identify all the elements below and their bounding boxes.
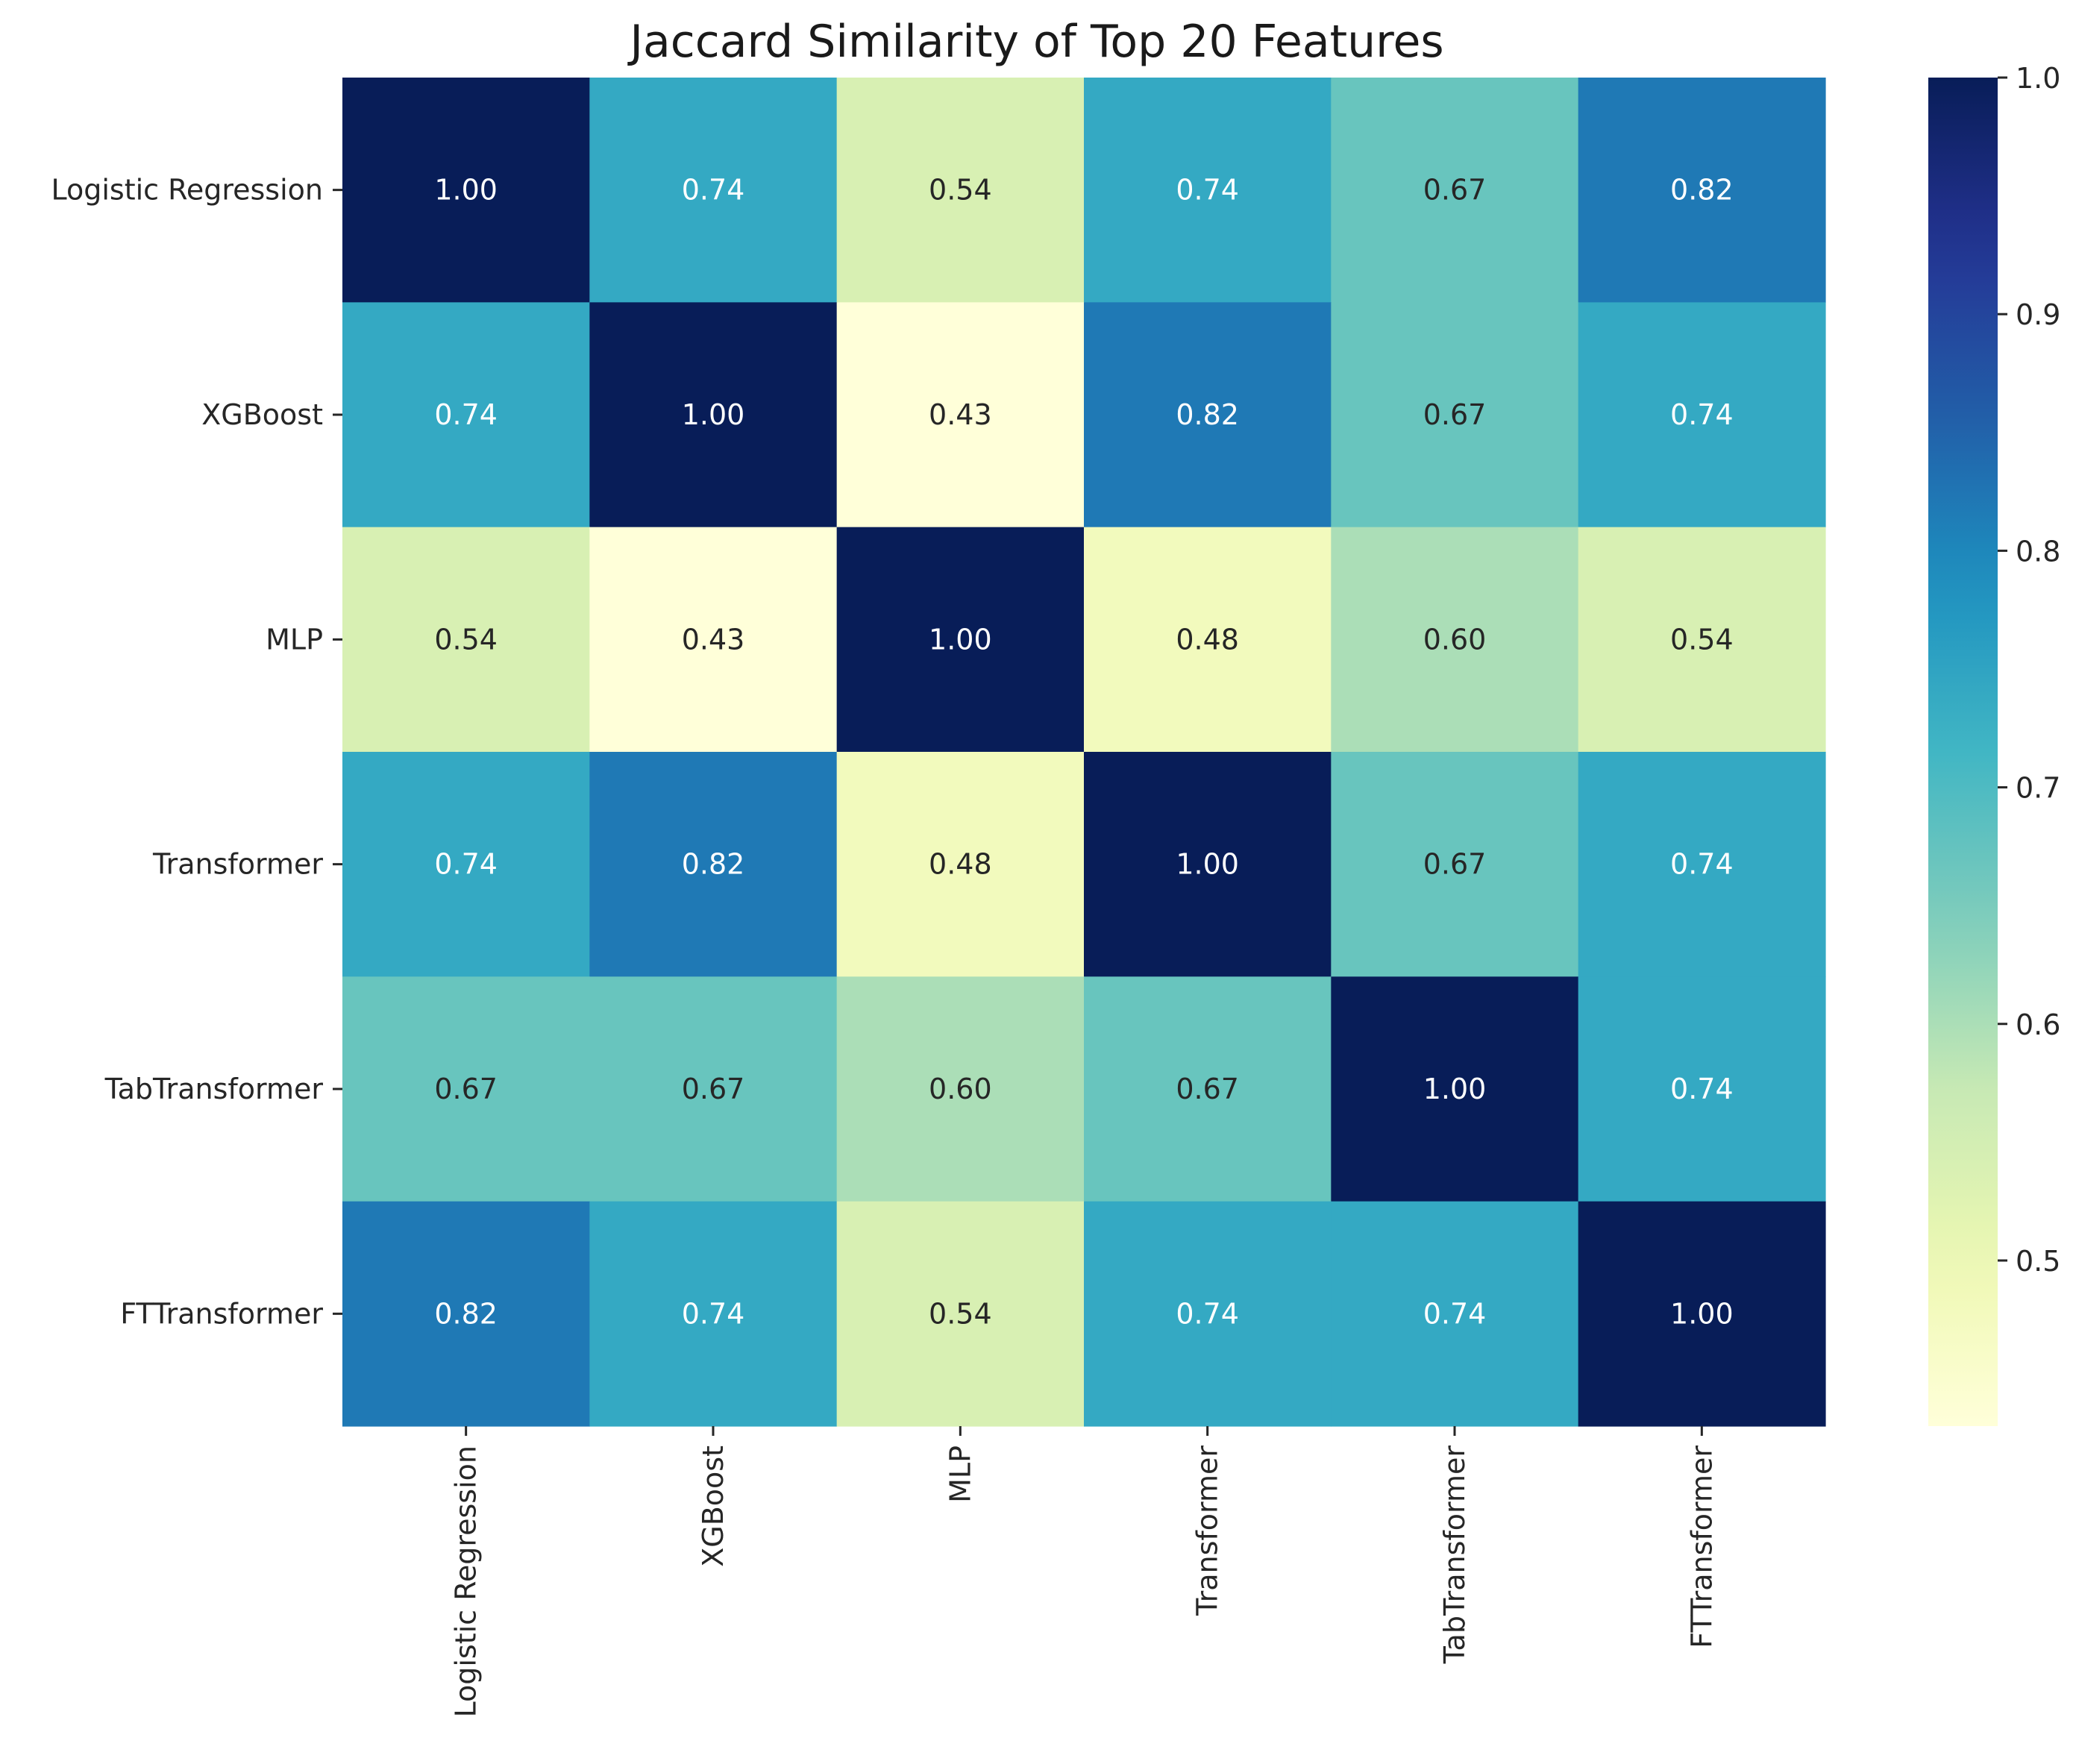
cell-value-label: 0.74: [1670, 1073, 1734, 1105]
heatmap-cell: [1331, 527, 1579, 753]
cell-value-label: 0.74: [1670, 398, 1734, 431]
cell-value-label: 0.48: [929, 848, 992, 881]
heatmap-cell: [836, 752, 1085, 977]
heatmap-cell: [342, 1201, 590, 1427]
colorbar-tick-label: 0.6: [2016, 1008, 2060, 1041]
cell-value-label: 0.74: [1670, 848, 1734, 881]
heatmap-cell: [1084, 752, 1332, 977]
heatmap-cell: [836, 1201, 1085, 1427]
heatmap-cell: [836, 78, 1085, 303]
heatmap-cell: [1331, 78, 1579, 303]
cell-value-label: 0.67: [1423, 398, 1487, 431]
heatmap-cell: [1578, 302, 1826, 528]
cell-value-label: 1.00: [1670, 1297, 1734, 1330]
colorbar-tick-label: 1.0: [2016, 62, 2060, 95]
cell-value-label: 0.60: [929, 1073, 992, 1105]
cell-value-label: 0.67: [682, 1073, 745, 1105]
heatmap-cell: [1578, 752, 1826, 977]
y-tick-label: MLP: [266, 623, 323, 656]
heatmap-cell: [1578, 976, 1826, 1202]
heatmap-cell: [1331, 752, 1579, 977]
cell-value-label: 1.00: [434, 174, 498, 207]
heatmap-cell: [589, 752, 838, 977]
x-tick-label: Transformer: [1191, 1446, 1224, 1616]
cell-value-label: 0.82: [1176, 398, 1239, 431]
cell-value-label: 0.67: [434, 1073, 498, 1105]
heatmap-cell: [589, 527, 838, 753]
cell-value-label: 0.67: [1423, 174, 1487, 207]
x-axis: Logistic Regression XGBoost MLP Transformer…: [450, 1426, 1718, 1718]
heatmap-cell: [342, 752, 590, 977]
cell-value-label: 0.74: [682, 174, 745, 207]
cell-value-label: 0.82: [434, 1297, 498, 1330]
heatmap-cell: [342, 976, 590, 1202]
heatmap-cell: [836, 527, 1085, 753]
heatmap-cell: [589, 1201, 838, 1427]
heatmap-cell: [342, 302, 590, 528]
cell-value-label: 0.74: [1176, 1297, 1239, 1330]
cell-value-label: 0.74: [434, 398, 498, 431]
cell-value-label: 0.74: [682, 1297, 745, 1330]
heatmap-cell: [1084, 976, 1332, 1202]
heatmap-cell: [1084, 1201, 1332, 1427]
heatmap-cell: [589, 976, 838, 1202]
cell-value-label: 0.82: [1670, 174, 1734, 207]
y-tick-label: Logistic Regression: [51, 174, 323, 207]
heatmap-cell: [1331, 302, 1579, 528]
cell-value-label: 0.43: [682, 623, 745, 656]
y-tick-label: Transformer: [152, 848, 323, 881]
heatmap-cell: [589, 302, 838, 528]
colorbar-tick-label: 0.8: [2016, 535, 2060, 568]
cell-value-label: 0.54: [434, 623, 498, 656]
heatmap-cell: [1331, 976, 1579, 1202]
cell-value-label: 0.74: [434, 848, 498, 881]
heatmap-cell: [1084, 527, 1332, 753]
heatmap-cell: [836, 976, 1085, 1202]
y-tick-label: XGBoost: [201, 398, 323, 431]
cell-value-labels: 1.00 0.74 0.54 0.74 0.67 0.82 0.74 1.00 0.43 0.82…: [434, 174, 1733, 1331]
heatmap-cell: [1084, 78, 1332, 303]
cell-value-label: 0.54: [929, 1297, 992, 1330]
cell-value-label: 1.00: [929, 623, 992, 656]
cell-value-label: 0.48: [1176, 623, 1239, 656]
colorbar-tick-label: 0.7: [2016, 772, 2060, 805]
cell-value-label: 0.60: [1423, 623, 1487, 656]
colorbar-gradient: [1928, 78, 1998, 1426]
heatmap-cell: [836, 302, 1085, 528]
cell-value-label: 0.43: [929, 398, 992, 431]
cell-value-label: 0.82: [682, 848, 745, 881]
y-axis: Logistic Regression XGBoost MLP Transformer…: [51, 174, 342, 1330]
chart-title: Jaccard Similarity of Top 20 Features: [627, 16, 1443, 68]
heatmap-cell: [1578, 1201, 1826, 1427]
heatmap-cell: [1578, 527, 1826, 753]
heatmap-cell: [1578, 78, 1826, 303]
heatmap-cell: [342, 78, 590, 303]
heatmap-cell: [1331, 1201, 1579, 1427]
cell-value-label: 0.67: [1423, 848, 1487, 881]
cell-value-label: 0.67: [1176, 1073, 1239, 1105]
heatmap-cell: [589, 78, 838, 303]
x-tick-label: FTTransformer: [1685, 1446, 1718, 1648]
cell-value-label: 1.00: [682, 398, 745, 431]
x-tick-label: TabTransformer: [1438, 1446, 1471, 1665]
heatmap-cell: [342, 527, 590, 753]
colorbar: 0.5 0.6 0.7 0.8 0.9 1.0: [1928, 62, 2060, 1426]
x-tick-label: Logistic Regression: [450, 1446, 483, 1718]
cell-value-label: 0.54: [929, 174, 992, 207]
y-tick-label: TabTransformer: [104, 1073, 324, 1105]
cell-value-label: 0.74: [1176, 174, 1239, 207]
colorbar-tick-label: 0.9: [2016, 298, 2060, 331]
cell-value-label: 1.00: [1423, 1073, 1487, 1105]
colorbar-tick-label: 0.5: [2016, 1245, 2060, 1278]
heatmap-cells: [342, 78, 1826, 1427]
x-tick-label: XGBoost: [697, 1446, 730, 1567]
cell-value-label: 1.00: [1176, 848, 1239, 881]
x-tick-label: MLP: [944, 1446, 976, 1503]
y-tick-label: FTTransformer: [120, 1297, 323, 1330]
cell-value-label: 0.74: [1423, 1297, 1487, 1330]
heatmap-cell: [1084, 302, 1332, 528]
cell-value-label: 0.54: [1670, 623, 1734, 656]
